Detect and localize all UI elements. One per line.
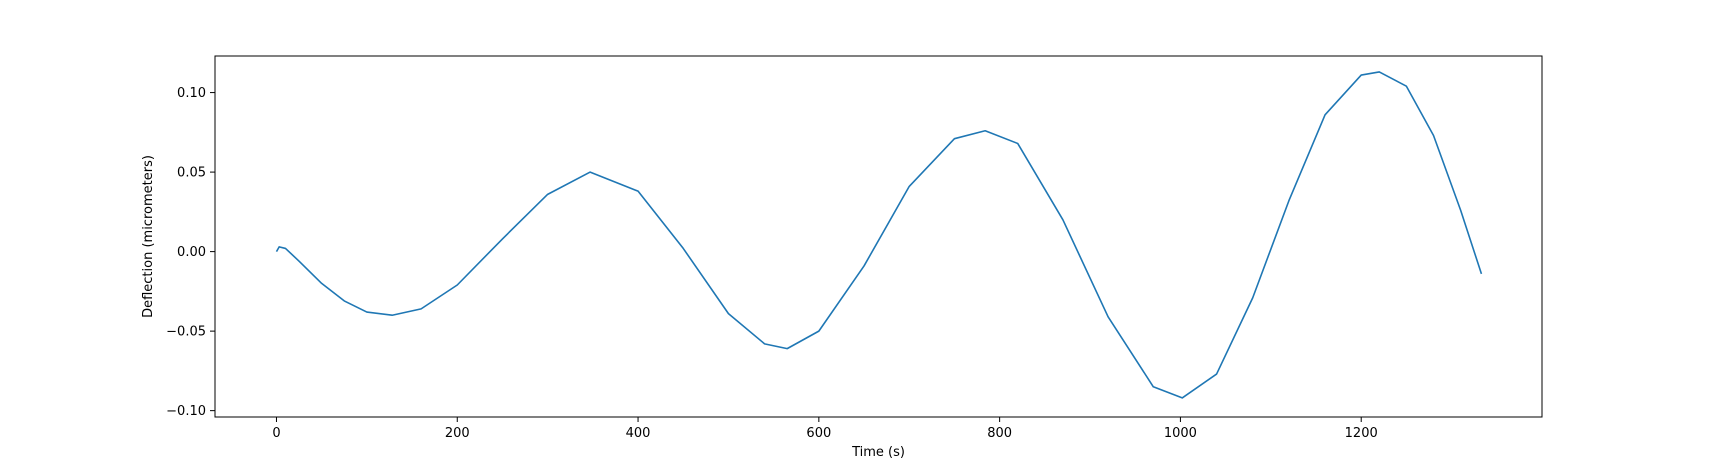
plot-area xyxy=(275,71,1483,399)
x-tick-label: 400 xyxy=(626,426,651,441)
x-tick-label: 800 xyxy=(987,426,1012,441)
y-tick-label: −0.10 xyxy=(166,404,206,419)
x-axis-label: Time (s) xyxy=(851,445,905,460)
x-tick-label: 600 xyxy=(806,426,831,441)
y-tick-label: 0.10 xyxy=(177,86,206,101)
y-tick-label: 0.05 xyxy=(177,166,206,181)
x-tick-label: 1000 xyxy=(1164,426,1197,441)
axes-frame xyxy=(214,55,1543,418)
y-tick-label: 0.00 xyxy=(177,245,206,260)
x-tick-label: 1200 xyxy=(1345,426,1378,441)
y-axis-label: Deflection (micrometers) xyxy=(141,155,156,318)
y-tick-label: −0.05 xyxy=(166,325,206,340)
x-axis: 0 200 400 600 800 1000 1200 xyxy=(272,417,1378,441)
y-axis: −0.10 −0.05 0.00 0.05 0.10 xyxy=(166,86,215,419)
series-line-0 xyxy=(275,71,1483,399)
x-tick-label: 0 xyxy=(272,426,280,441)
x-tick-label: 200 xyxy=(445,426,470,441)
